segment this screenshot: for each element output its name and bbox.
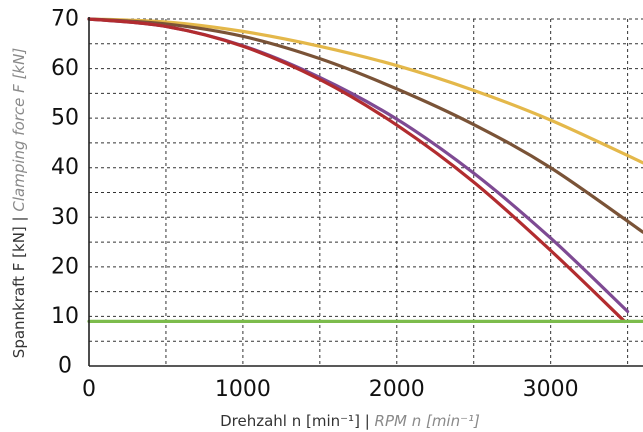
x-axis-label-separator: | <box>360 412 375 430</box>
x-tick-labels: 0 1000 2000 3000 <box>82 377 579 402</box>
x-axis-label-en: RPM n [min⁻¹] <box>375 412 481 430</box>
series-line-1 <box>87 17 643 165</box>
series-lines <box>87 17 643 323</box>
x-axis-label: Drehzahl n [min⁻¹] | RPM n [min⁻¹] <box>220 412 480 430</box>
y-axis-label-de: Spannkraft F [kN] <box>10 226 28 358</box>
y-tick-label: 60 <box>51 56 79 81</box>
x-tick-label: 2000 <box>369 377 425 402</box>
y-tick-label: 40 <box>51 155 79 180</box>
y-tick-label: 0 <box>58 354 72 379</box>
y-axis-label-separator: | <box>10 212 28 227</box>
y-tick-label: 50 <box>51 106 79 131</box>
x-axis-label-de: Drehzahl n [min⁻¹] <box>220 412 360 430</box>
y-tick-label: 30 <box>51 205 79 230</box>
x-tick-label: 1000 <box>215 377 271 402</box>
y-tick-label: 70 <box>51 7 79 32</box>
y-tick-label: 20 <box>51 254 79 279</box>
x-tick-label: 0 <box>82 377 96 402</box>
series-line-2 <box>87 17 643 234</box>
grid <box>89 18 643 366</box>
y-axis-label: Spannkraft F [kN] | Clamping force F [kN… <box>10 48 28 359</box>
y-tick-labels: 0 10 20 30 40 50 60 70 <box>51 7 79 379</box>
series-line-4 <box>87 17 627 323</box>
y-tick-label: 10 <box>51 304 79 329</box>
x-tick-label: 3000 <box>523 377 579 402</box>
axes <box>88 17 643 367</box>
y-axis-label-en: Clamping force F [kN] <box>10 48 28 212</box>
